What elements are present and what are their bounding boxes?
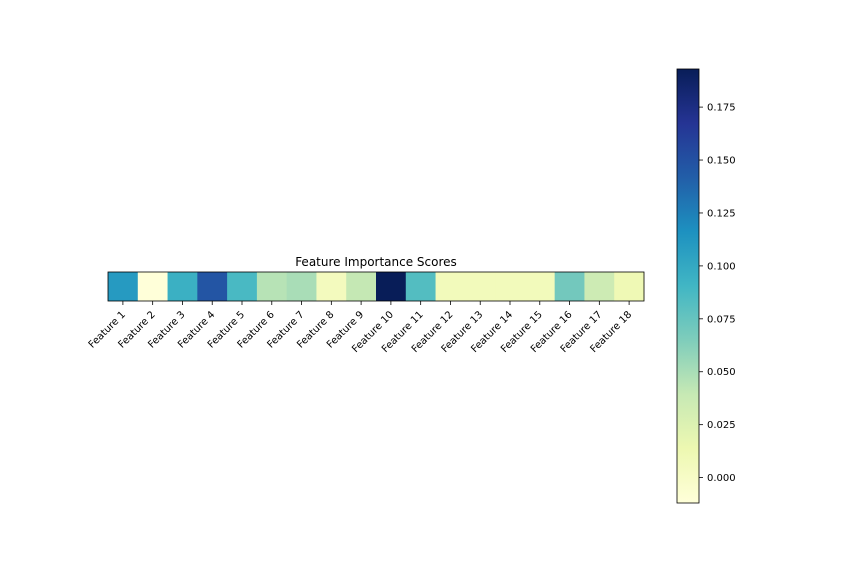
colorbar-tick-label: 0.050 bbox=[707, 367, 736, 378]
heatmap-cell bbox=[435, 272, 466, 301]
heatmap-cell bbox=[227, 272, 258, 301]
heatmap-cell bbox=[286, 272, 317, 301]
colorbar-tick-label: 0.175 bbox=[707, 103, 736, 114]
heatmap-cell bbox=[405, 272, 436, 301]
heatmap-cell bbox=[584, 272, 615, 301]
heatmap-cell bbox=[316, 272, 347, 301]
heatmap-cell bbox=[167, 272, 198, 301]
heatmap-cell bbox=[346, 272, 377, 301]
colorbar-tick-label: 0.100 bbox=[707, 261, 736, 272]
heatmap-cell bbox=[376, 272, 407, 301]
colorbar bbox=[676, 68, 700, 504]
heatmap-cell bbox=[554, 272, 585, 301]
heatmap-cell bbox=[137, 272, 168, 301]
heatmap-cell bbox=[524, 272, 556, 301]
colorbar-tick-label: 0.150 bbox=[707, 156, 736, 167]
heatmap-cell bbox=[465, 272, 496, 301]
heatmap-cell bbox=[256, 272, 288, 301]
heatmap-cells bbox=[108, 272, 645, 301]
heatmap-frame bbox=[107, 271, 645, 302]
colorbar-ticks: 0.000 0.025 0.050 0.075 0.100 0.125 0.150 0.175 bbox=[699, 103, 736, 484]
colorbar-tick-label: 0.075 bbox=[707, 314, 736, 325]
colorbar-tick-label: 0.125 bbox=[707, 208, 736, 219]
heatmap-cell bbox=[197, 272, 228, 301]
heatmap-cell bbox=[495, 272, 526, 301]
colorbar-tick-label: 0.025 bbox=[707, 420, 736, 431]
colorbar-tick-label: 0.000 bbox=[707, 473, 736, 484]
heatmap-cell bbox=[108, 272, 139, 301]
heatmap-cell bbox=[614, 272, 645, 301]
chart-title: Feature Importance Scores bbox=[295, 255, 457, 269]
